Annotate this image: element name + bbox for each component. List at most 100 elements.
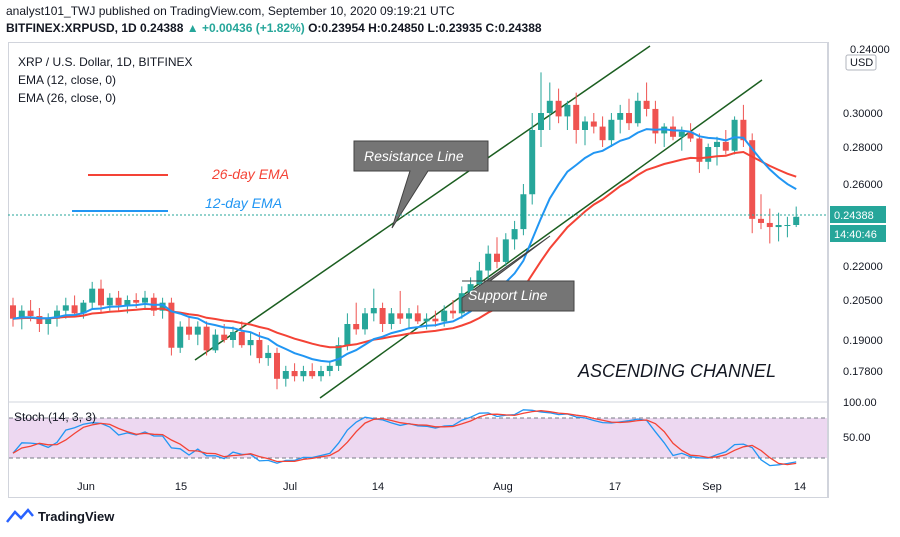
price-tick-label: 0.30000	[843, 108, 883, 120]
candle-body	[388, 313, 395, 324]
candle-body	[326, 365, 333, 371]
symbol-quote: BITFINEX:XRPUSD, 1D 0.24388 ▲ +0.00436 (…	[6, 21, 542, 35]
candle-body	[353, 324, 360, 330]
candle-body	[494, 253, 500, 262]
candle-body	[766, 222, 773, 228]
quote-prefix: BITFINEX:XRPUSD, 1D 0.24388	[6, 21, 184, 35]
candle-body	[414, 313, 421, 322]
candle-body	[115, 297, 122, 306]
candle-body	[80, 302, 87, 314]
candle-body	[168, 302, 175, 348]
chart-frame[interactable]	[8, 42, 828, 498]
candle-body	[133, 300, 140, 303]
time-tick-label: 17	[609, 481, 621, 493]
candle-body	[775, 225, 782, 228]
candle-body	[564, 104, 571, 117]
tradingview-logo: TradingView	[6, 508, 114, 524]
candle-body	[194, 326, 201, 335]
legend-symbol: XRP / U.S. Dollar, 1D, BITFINEX	[18, 55, 193, 69]
time-tick-label: 14	[794, 481, 806, 493]
candle-body	[256, 340, 263, 359]
resistance-callout	[353, 140, 489, 229]
candle-body	[89, 288, 96, 303]
candle-body	[177, 326, 184, 348]
candle-body	[670, 126, 676, 137]
candle-body	[247, 340, 254, 346]
candle-body	[546, 100, 553, 113]
candle-body	[274, 352, 280, 379]
price-tick-label: 0.19000	[843, 335, 883, 347]
candle-body	[300, 371, 307, 377]
ema12-annotation: 12-day EMA	[205, 195, 282, 211]
candle-body	[476, 270, 483, 285]
price-tick-label: 0.22000	[843, 261, 883, 273]
candle-body	[45, 318, 52, 324]
candle-body	[511, 229, 518, 240]
stoch-k-line	[12, 409, 797, 467]
time-tick-label: 15	[175, 481, 187, 493]
resistance-line	[194, 45, 651, 361]
candle-body	[212, 334, 219, 351]
candle-body	[467, 284, 474, 294]
candle-body	[318, 371, 324, 377]
footer-brand: TradingView	[38, 508, 115, 524]
legend-ema26: EMA (26, close, 0)	[18, 91, 117, 105]
stoch-tick-50: 50.00	[843, 432, 871, 444]
support-callout	[461, 235, 575, 312]
candle-body	[678, 131, 685, 137]
candle-body	[397, 313, 404, 319]
candle-body	[652, 108, 659, 134]
candle-body	[696, 138, 703, 162]
price-tag	[830, 206, 886, 223]
candle-body	[758, 218, 764, 223]
candle-body	[406, 313, 412, 319]
price-tick-label: 0.20500	[843, 295, 883, 307]
candle-body	[555, 100, 562, 117]
price-tick-label: 0.28000	[843, 142, 883, 154]
candle-body	[722, 141, 729, 151]
publish-info: analyst101_TWJ published on TradingView.…	[6, 4, 455, 18]
countdown: 14:40:46	[834, 229, 877, 241]
candle-body	[291, 371, 298, 377]
candle-body	[423, 318, 430, 322]
candle-body	[626, 113, 632, 124]
candle-body	[731, 119, 738, 151]
candle-body	[36, 316, 43, 324]
candle-body	[62, 305, 69, 311]
candle-body	[714, 141, 720, 147]
quote-change: +0.00436 (+1.82%)	[201, 21, 305, 35]
candle-body	[265, 352, 272, 359]
candle-body	[203, 326, 210, 351]
ema26-line	[12, 150, 797, 349]
candle-body	[362, 313, 368, 330]
candle-body	[10, 305, 16, 319]
candle-body	[221, 334, 228, 340]
candle-body	[186, 326, 192, 335]
time-tick-label: Jul	[283, 481, 297, 493]
candle-body	[687, 131, 694, 139]
stoch-band	[9, 418, 827, 458]
candle-body	[582, 121, 588, 130]
candle-body	[432, 318, 439, 322]
time-tick-label: Jun	[77, 481, 95, 493]
candle-body	[485, 253, 492, 271]
ema12-line	[12, 128, 797, 363]
currency-label: USD	[850, 57, 873, 69]
candle-body	[159, 302, 166, 311]
candle-body	[18, 310, 25, 319]
candle-body	[335, 345, 342, 366]
candle-body	[441, 310, 448, 322]
candle-body	[230, 332, 236, 340]
ema26-annotation: 26-day EMA	[211, 166, 289, 182]
candle-body	[282, 371, 289, 379]
stoch-tick-100: 100.00	[843, 397, 877, 409]
candle-body	[27, 310, 34, 316]
candle-body	[238, 332, 245, 346]
candle-body	[740, 119, 747, 141]
up-arrow-icon: ▲	[186, 21, 199, 35]
candle-body	[784, 225, 791, 226]
candle-body	[643, 100, 650, 109]
candle-body	[450, 310, 456, 314]
price-tick-label: 0.17800	[843, 366, 883, 378]
